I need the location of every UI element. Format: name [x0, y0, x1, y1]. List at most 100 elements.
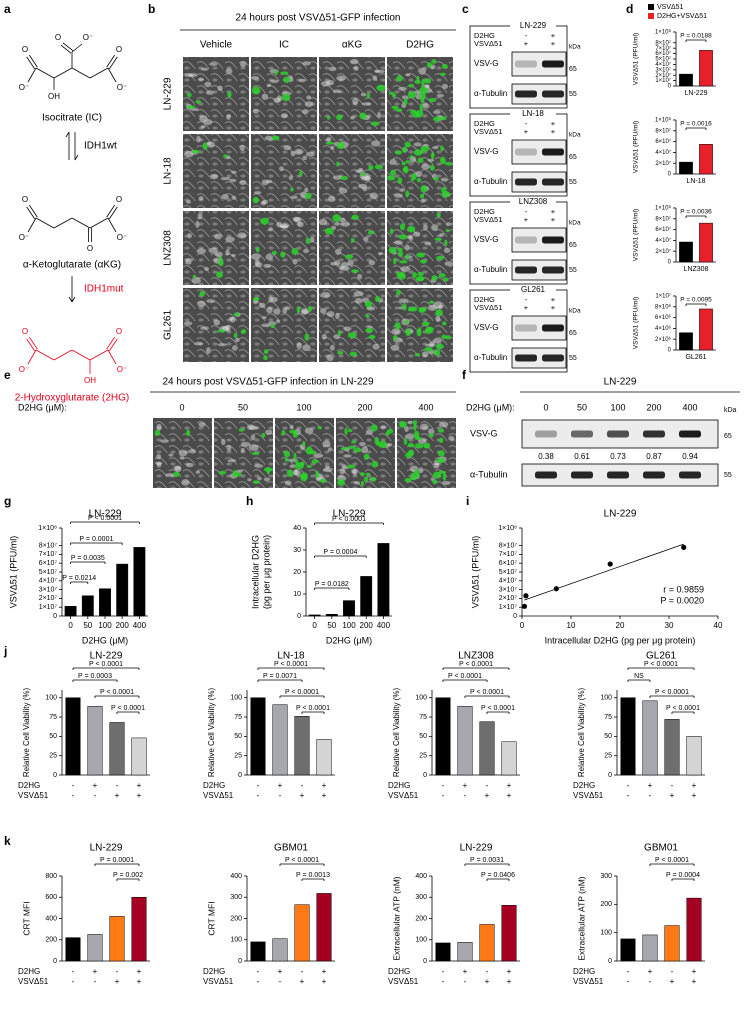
condition-sign: - [279, 977, 282, 986]
cell [353, 65, 359, 71]
y-tick-label: 50 [234, 733, 242, 740]
cell [265, 429, 273, 435]
gfp-signal [411, 472, 416, 479]
cell [439, 232, 445, 237]
cell [257, 476, 262, 481]
cell [352, 97, 359, 105]
gfp-signal [332, 214, 341, 223]
gfp-signal [442, 473, 447, 482]
sign: + [524, 39, 529, 48]
cell [173, 465, 182, 471]
fit-line [524, 543, 684, 601]
cell [293, 468, 299, 476]
gfp-signal [305, 192, 312, 200]
y-tick-label: 2×10⁷ [655, 160, 671, 167]
gfp-signal [173, 471, 180, 477]
atom-label: O [116, 195, 122, 204]
condition-sign: - [301, 781, 304, 790]
cell [321, 333, 327, 340]
dose: 200 [646, 402, 661, 412]
ratio: 0.87 [646, 452, 662, 461]
cell [249, 425, 259, 430]
bond [71, 217, 91, 229]
condition-sign: - [486, 967, 489, 976]
gfp-signal [432, 471, 442, 479]
column-label: Vehicle [200, 40, 233, 51]
gfp-signal [378, 440, 387, 449]
cell [326, 354, 334, 362]
cell [330, 145, 335, 150]
gfp-signal [442, 277, 449, 282]
gfp-signal [315, 470, 320, 479]
panel-title: LN-229 [604, 377, 637, 388]
atom-label: O [116, 327, 122, 336]
cell [290, 195, 298, 200]
bond [71, 349, 91, 361]
bar [501, 905, 517, 962]
gfp-signal [251, 452, 260, 456]
cell [422, 103, 430, 109]
bar [699, 222, 713, 263]
cell [289, 464, 297, 468]
y-tick-label: 75 [234, 714, 242, 721]
x-tick-label: 0 [68, 621, 73, 630]
cell [438, 421, 449, 428]
gfp-signal [429, 164, 435, 171]
condition-sign: + [507, 781, 512, 790]
y-tick-label: 3×10⁷ [499, 586, 518, 593]
band [571, 430, 593, 438]
compound-name: 2-Hydroxyglutarate (2HG) [15, 393, 129, 404]
bond [107, 217, 117, 233]
gfp-signal [370, 477, 377, 482]
gfp-signal [300, 461, 305, 467]
cell [302, 344, 311, 352]
gfp-signal [365, 472, 371, 476]
cell [273, 308, 281, 315]
y-axis-label: Intracellular D2HG [250, 535, 260, 609]
blot [511, 259, 567, 281]
gfp-signal [437, 450, 445, 457]
cell [304, 101, 314, 108]
gfp-signal [429, 432, 434, 438]
cell [283, 145, 292, 151]
condition-name: D2HG [18, 967, 40, 976]
gfp-signal [353, 447, 362, 453]
gfp-signal [284, 458, 290, 462]
gfp-signal [402, 146, 407, 153]
bar [435, 942, 451, 962]
bond [27, 217, 37, 233]
band [515, 60, 537, 68]
condition-name: VSVΔ51 [573, 791, 604, 800]
gfp-signal [412, 112, 421, 118]
p-value: P = 0.0016 [680, 121, 712, 128]
atom-label: O⁻ [19, 83, 29, 92]
gfp-signal [337, 350, 344, 355]
cell [214, 251, 223, 258]
cell [433, 110, 441, 115]
y-tick-label: 4×10⁷ [655, 149, 671, 156]
treatment-label: VSVΔ51 [474, 39, 502, 48]
legend-label: D2HG+VSVΔ51 [657, 13, 707, 20]
gfp-signal [432, 116, 442, 122]
y-tick-label: 40 [293, 525, 301, 532]
gfp-signal [345, 254, 354, 260]
legend-swatch [648, 13, 654, 19]
condition-name: D2HG [573, 781, 595, 790]
p-value: P < 0.0001 [644, 661, 678, 668]
cell [334, 221, 340, 226]
cell [265, 179, 273, 184]
gfp-signal [286, 469, 294, 477]
cell [205, 90, 214, 95]
bar [250, 941, 266, 962]
cell [343, 326, 352, 332]
band [679, 471, 701, 479]
x-axis-label: LN-229 [685, 90, 708, 97]
panel-label: e [4, 368, 11, 382]
x-tick-label: 100 [98, 621, 112, 630]
gfp-signal [399, 223, 405, 231]
x-tick-label: 0 [312, 621, 317, 630]
p-value: P = 0.0071 [263, 673, 297, 680]
y-tick-label: 3×10⁷ [655, 66, 671, 73]
p-value: P = 0.0031 [470, 857, 504, 864]
